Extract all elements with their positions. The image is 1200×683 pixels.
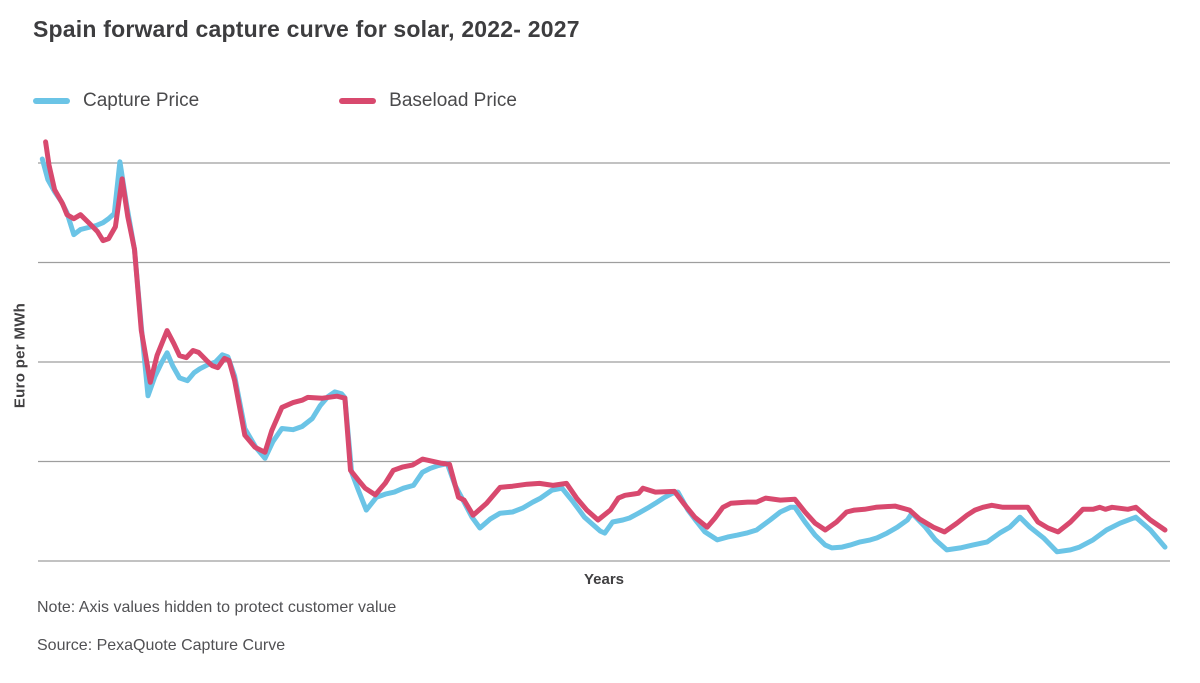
chart-source: Source: PexaQuote Capture Curve <box>37 637 286 654</box>
chart-title: Spain forward capture curve for solar, 2… <box>33 16 580 42</box>
capture-price-line-swatch-icon <box>33 98 70 104</box>
chart-legend: Capture Price Baseload Price <box>33 90 517 112</box>
chart-plot-area: Euro per MWh Years <box>0 135 1200 588</box>
legend-item-baseload-price: Baseload Price <box>339 90 517 112</box>
line-chart-canvas <box>38 139 1170 562</box>
legend-item-capture-price: Capture Price <box>33 90 199 112</box>
legend-label-capture-price: Capture Price <box>83 90 200 111</box>
y-axis-label: Euro per MWh <box>11 302 29 409</box>
legend-label-baseload-price: Baseload Price <box>389 90 517 111</box>
baseload-price-line <box>43 139 1168 535</box>
baseload-price-line-swatch-icon <box>339 98 377 104</box>
chart-note: Note: Axis values hidden to protect cust… <box>37 599 397 616</box>
capture-price-line <box>39 156 1168 555</box>
x-axis-label: Years <box>583 571 625 588</box>
